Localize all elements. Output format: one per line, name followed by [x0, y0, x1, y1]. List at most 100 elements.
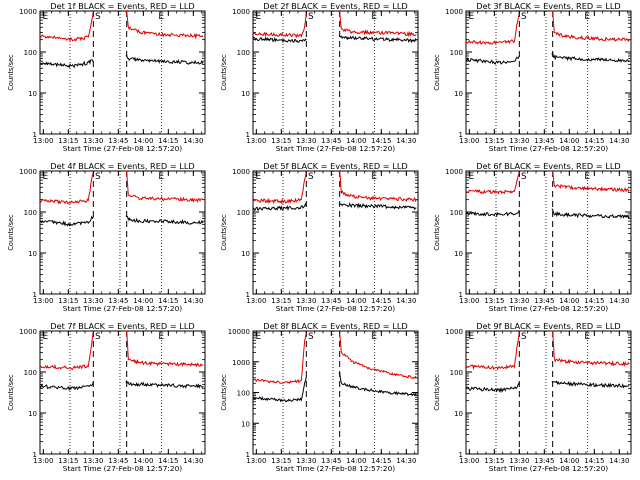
- y-axis-title: Counts/sec: [7, 214, 15, 251]
- interval-marker-label: S: [521, 12, 527, 22]
- x-tick-label: 14:00: [133, 137, 153, 145]
- interval-marker-label: E: [256, 172, 262, 182]
- lld-series-line: [252, 332, 417, 385]
- x-tick-label: 14:30: [609, 297, 629, 305]
- events-series-line: [465, 380, 630, 394]
- interval-marker-label: E: [256, 12, 262, 22]
- y-axis-title: Counts/sec: [7, 54, 15, 91]
- events-series-line: [39, 379, 204, 392]
- lld-series-line: [465, 330, 630, 371]
- plot-frame: [39, 170, 206, 295]
- y-tick-label: 1: [246, 291, 250, 299]
- interval-marker-label: E: [371, 172, 377, 182]
- y-tick-label: 1000: [445, 168, 463, 176]
- x-tick-label: 13:45: [534, 297, 554, 305]
- x-tick-label: 13:45: [108, 457, 128, 465]
- detector-panel: Det 5f BLACK = Events, RED = LLD 1 10 100 10…: [213, 160, 426, 320]
- x-tick-label: 14:30: [396, 297, 416, 305]
- detector-chart-svg: Det 9f BLACK = Events, RED = LLD 1 10 100 10…: [433, 321, 632, 473]
- x-tick-label: 13:00: [459, 137, 479, 145]
- chart-title: Det 7f BLACK = Events, RED = LLD: [50, 321, 194, 331]
- y-tick-label: 1000: [232, 168, 250, 176]
- y-tick-label: 10: [241, 250, 250, 258]
- detector-panel: Det 1f BLACK = Events, RED = LLD 1 10 100 10…: [0, 0, 213, 160]
- interval-marker-label: E: [43, 172, 49, 182]
- y-tick-label: 1000: [19, 168, 37, 176]
- y-tick-label: 10: [241, 420, 250, 428]
- x-tick-label: 14:00: [559, 137, 579, 145]
- x-tick-label: 13:30: [83, 457, 103, 465]
- x-tick-label: 14:15: [584, 297, 604, 305]
- interval-marker-label: E: [158, 332, 164, 342]
- y-tick-label: 1000: [232, 8, 250, 16]
- x-tick-label: 14:00: [133, 297, 153, 305]
- plot-frame: [39, 330, 206, 455]
- interval-marker-label: E: [469, 12, 475, 22]
- x-tick-label: 14:00: [346, 457, 366, 465]
- y-tick-label: 10000: [228, 328, 250, 336]
- x-tick-label: 13:30: [296, 297, 316, 305]
- detector-chart-svg: Det 5f BLACK = Events, RED = LLD 1 10 100 10…: [220, 161, 419, 313]
- x-axis-title: Start Time (27-Feb-08 12:57:20): [276, 144, 395, 153]
- x-tick-label: 13:00: [33, 137, 53, 145]
- interval-marker-label: E: [371, 332, 377, 342]
- y-tick-label: 1000: [232, 359, 250, 367]
- x-tick-label: 14:15: [158, 457, 178, 465]
- x-axis-title: Start Time (27-Feb-08 12:57:20): [489, 464, 608, 473]
- y-tick-label: 10: [454, 250, 463, 258]
- x-tick-label: 14:00: [559, 457, 579, 465]
- detector-chart-svg: Det 4f BLACK = Events, RED = LLD 1 10 100 10…: [7, 161, 206, 313]
- x-tick-label: 13:15: [484, 297, 504, 305]
- x-axis-title: Start Time (27-Feb-08 12:57:20): [63, 144, 182, 153]
- x-axis-title: Start Time (27-Feb-08 12:57:20): [489, 304, 608, 313]
- interval-marker-label: S: [308, 332, 314, 342]
- y-axis-title: Counts/sec: [7, 374, 15, 411]
- interval-marker-label: E: [469, 172, 475, 182]
- x-axis-title: Start Time (27-Feb-08 12:57:20): [63, 304, 182, 313]
- chart-title: Det 1f BLACK = Events, RED = LLD: [50, 1, 194, 11]
- x-tick-label: 13:00: [246, 297, 266, 305]
- interval-marker-label: E: [469, 332, 475, 342]
- y-axis-title: Counts/sec: [220, 214, 228, 251]
- y-tick-label: 100: [24, 209, 37, 217]
- x-tick-label: 14:00: [133, 457, 153, 465]
- plot-frame: [252, 170, 419, 295]
- x-tick-label: 14:15: [584, 457, 604, 465]
- x-axis-title: Start Time (27-Feb-08 12:57:20): [276, 464, 395, 473]
- x-tick-label: 13:30: [509, 137, 529, 145]
- interval-marker-label: S: [308, 172, 314, 182]
- chart-title: Det 8f BLACK = Events, RED = LLD: [263, 321, 407, 331]
- y-tick-label: 10: [454, 410, 463, 418]
- x-tick-label: 13:15: [271, 457, 291, 465]
- chart-title: Det 2f BLACK = Events, RED = LLD: [263, 1, 407, 11]
- x-tick-label: 13:45: [321, 457, 341, 465]
- y-tick-label: 10: [28, 410, 37, 418]
- x-tick-label: 13:15: [58, 457, 78, 465]
- interval-marker-label: E: [43, 12, 49, 22]
- interval-marker-label: S: [521, 332, 527, 342]
- detector-panel: Det 7f BLACK = Events, RED = LLD 1 10 100 10…: [0, 320, 213, 480]
- y-tick-label: 1000: [445, 328, 463, 336]
- x-tick-label: 14:30: [183, 297, 203, 305]
- interval-marker-label: E: [584, 172, 590, 182]
- x-tick-label: 13:30: [296, 457, 316, 465]
- x-tick-label: 13:30: [83, 297, 103, 305]
- detector-panel: Det 2f BLACK = Events, RED = LLD 1 10 100 10…: [213, 0, 426, 160]
- detector-panel: Det 6f BLACK = Events, RED = LLD 1 10 100 10…: [426, 160, 639, 320]
- detector-chart-svg: Det 2f BLACK = Events, RED = LLD 1 10 100 10…: [220, 1, 419, 153]
- x-tick-label: 13:15: [484, 137, 504, 145]
- y-tick-label: 10: [454, 90, 463, 98]
- detector-panel: Det 9f BLACK = Events, RED = LLD 1 10 100 10…: [426, 320, 639, 480]
- x-tick-label: 14:15: [371, 457, 391, 465]
- x-tick-label: 13:45: [321, 137, 341, 145]
- y-tick-label: 100: [237, 390, 250, 398]
- y-tick-label: 1: [33, 291, 37, 299]
- y-tick-label: 1: [459, 291, 463, 299]
- x-tick-label: 13:00: [459, 297, 479, 305]
- detector-panel: Det 4f BLACK = Events, RED = LLD 1 10 100 10…: [0, 160, 213, 320]
- lld-series-line: [465, 170, 630, 195]
- y-tick-label: 100: [24, 49, 37, 57]
- events-series-line: [252, 202, 417, 212]
- detector-panel: Det 3f BLACK = Events, RED = LLD 1 10 100 10…: [426, 0, 639, 160]
